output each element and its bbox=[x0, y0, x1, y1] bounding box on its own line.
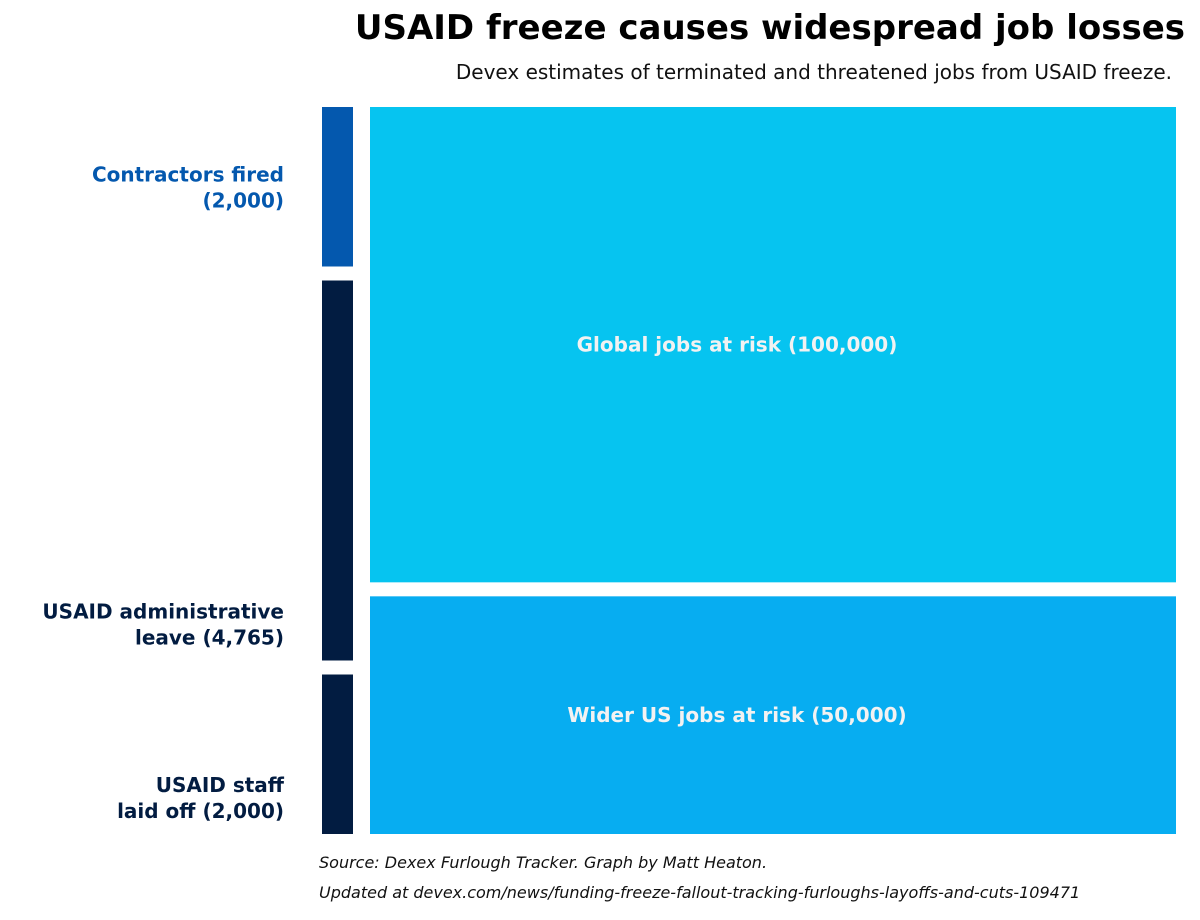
treemap-label-contractors-fired: Contractors fired (2,000) bbox=[92, 163, 284, 213]
treemap-label-usaid-administrative: USAID administrative leave (4,765) bbox=[42, 600, 284, 650]
treemap-label-usaid-staff: USAID staff laid off (2,000) bbox=[117, 773, 285, 823]
treemap-block-usaid-administrative bbox=[322, 280, 353, 661]
treemap-label-global-jobs-at-risk: Global jobs at risk (100,000) bbox=[577, 333, 898, 357]
treemap-block-usaid-staff bbox=[322, 674, 353, 834]
source-note: Source: Dexex Furlough Tracker. Graph by… bbox=[319, 853, 768, 872]
chart-title: USAID freeze causes widespread job losse… bbox=[354, 8, 1185, 48]
chart-subtitle: Devex estimates of terminated and threat… bbox=[455, 60, 1172, 84]
treemap-block-global-jobs-at-risk bbox=[370, 107, 1176, 583]
treemap-block-contractors-fired bbox=[322, 107, 353, 267]
treemap-block-wider-us-jobs-at-risk bbox=[370, 596, 1176, 834]
updated-note: Updated at devex.com/news/funding-freeze… bbox=[319, 883, 1081, 902]
treemap-label-wider-us-jobs-at-risk: Wider US jobs at risk (50,000) bbox=[567, 703, 906, 727]
